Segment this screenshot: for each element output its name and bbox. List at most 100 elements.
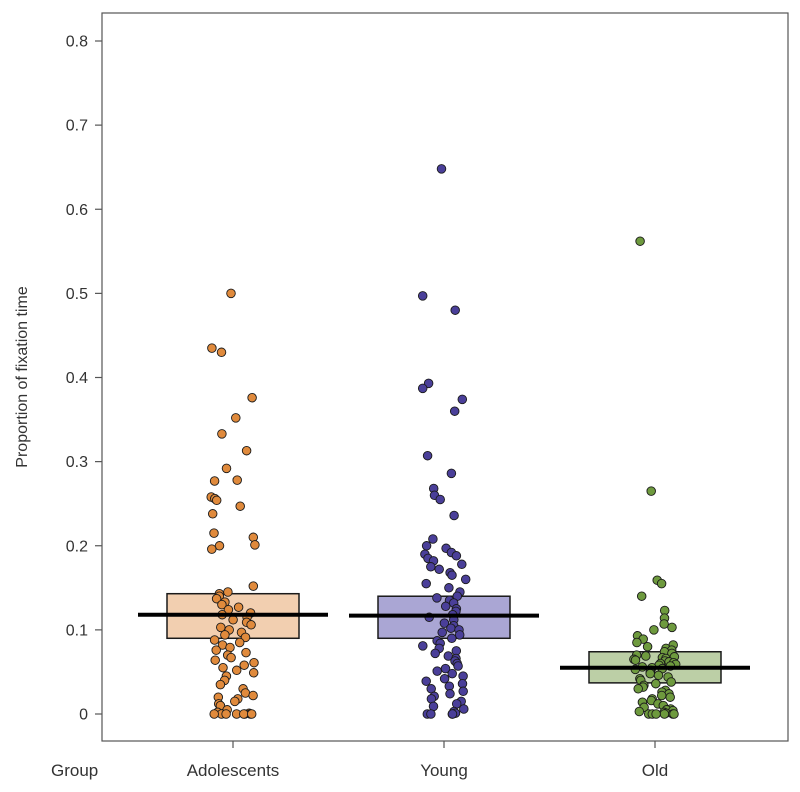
data-point-adolescents [250, 540, 260, 550]
y-tick-label: 0.6 [66, 202, 88, 219]
data-point-old [653, 670, 664, 681]
data-point-adolescents [230, 696, 240, 707]
data-point-adolescents [211, 495, 222, 506]
data-point-adolescents [239, 660, 249, 670]
y-tick-label: 0.7 [66, 118, 88, 135]
y-tick-label: 0.2 [66, 538, 88, 555]
data-point-young [457, 394, 468, 405]
data-point-adolescents [226, 652, 236, 663]
data-point-adolescents [209, 635, 220, 645]
data-point-old [659, 709, 670, 719]
data-point-adolescents [209, 709, 219, 719]
data-point-old [646, 486, 656, 496]
data-point-adolescents [211, 593, 222, 604]
data-point-adolescents [220, 630, 230, 640]
data-point-young [447, 709, 458, 719]
x-tick-label: Adolescents [187, 761, 280, 780]
data-point-adolescents [249, 657, 259, 668]
data-point-adolescents [217, 599, 227, 610]
data-point-adolescents [228, 615, 238, 625]
data-point-young [447, 570, 457, 580]
data-point-young [450, 305, 460, 315]
data-point-adolescents [210, 655, 220, 665]
data-point-old [636, 591, 647, 601]
data-point-old [634, 706, 645, 717]
data-point-young [446, 468, 457, 479]
data-point-young [449, 510, 459, 521]
data-point-old [656, 578, 667, 589]
data-point-adolescents [248, 690, 258, 701]
data-point-old [651, 678, 661, 689]
data-point-young [447, 668, 457, 679]
data-point-old [633, 684, 643, 694]
data-point-young [440, 601, 451, 612]
data-point-adolescents [248, 532, 259, 543]
data-point-adolescents [234, 637, 245, 648]
data-point-old [649, 625, 659, 635]
data-point-young [436, 164, 447, 174]
data-point-adolescents [223, 587, 233, 597]
data-point-adolescents [217, 429, 227, 439]
data-point-adolescents [207, 343, 217, 353]
data-point-young [445, 689, 455, 699]
data-point-adolescents [221, 709, 231, 719]
data-point-young [430, 648, 440, 659]
data-point-young [460, 574, 471, 585]
data-point-adolescents [211, 645, 221, 655]
data-point-old [645, 668, 655, 679]
y-tick-label: 0.4 [66, 370, 88, 387]
y-tick-label: 0.3 [66, 454, 88, 471]
data-point-adolescents [218, 662, 228, 673]
data-point-young [451, 551, 462, 561]
data-point-old [665, 692, 675, 702]
data-point-young [458, 686, 468, 697]
data-point-adolescents [209, 528, 219, 538]
x-tick-label: Young [420, 761, 468, 780]
data-point-adolescents [226, 288, 236, 299]
data-point-young [435, 494, 445, 505]
data-point-young [432, 666, 442, 676]
data-point-young [426, 709, 436, 719]
data-point-young [421, 541, 432, 551]
data-point-young [418, 641, 428, 651]
data-point-adolescents [239, 709, 249, 719]
data-point-young [421, 676, 431, 686]
data-point-old [641, 651, 651, 661]
data-point-adolescents [248, 668, 259, 678]
y-tick-label: 0.8 [66, 34, 88, 51]
data-point-adolescents [246, 709, 257, 719]
y-axis-title: Proportion of fixation time [14, 286, 31, 468]
data-point-old [669, 709, 679, 719]
data-point-old [656, 690, 667, 701]
x-tick-label: Old [642, 761, 668, 780]
data-point-adolescents [246, 620, 256, 630]
data-point-adolescents [207, 544, 217, 554]
data-point-adolescents [235, 501, 245, 511]
data-point-old [630, 655, 641, 665]
data-point-young [434, 564, 444, 575]
data-point-young [444, 583, 454, 593]
data-point-young [457, 559, 467, 570]
data-point-adolescents [216, 622, 226, 633]
data-point-young [417, 291, 428, 301]
data-point-adolescents [209, 476, 220, 486]
data-point-adolescents [215, 679, 226, 690]
data-point-adolescents [248, 581, 259, 591]
data-point-young [422, 450, 433, 461]
data-point-young [421, 578, 431, 589]
data-point-old [635, 236, 645, 246]
data-point-old [659, 619, 669, 629]
data-point-young [446, 623, 456, 633]
data-point-adolescents [247, 392, 257, 403]
data-point-adolescents [207, 509, 218, 519]
data-point-young [439, 673, 450, 684]
data-point-old [667, 622, 677, 633]
data-point-adolescents [231, 665, 242, 676]
y-tick-label: 0.1 [66, 622, 88, 639]
data-point-adolescents [216, 347, 227, 358]
data-point-young [459, 704, 469, 714]
y-tick-label: 0.5 [66, 286, 88, 303]
data-point-adolescents [231, 413, 241, 423]
data-point-young [449, 406, 460, 416]
